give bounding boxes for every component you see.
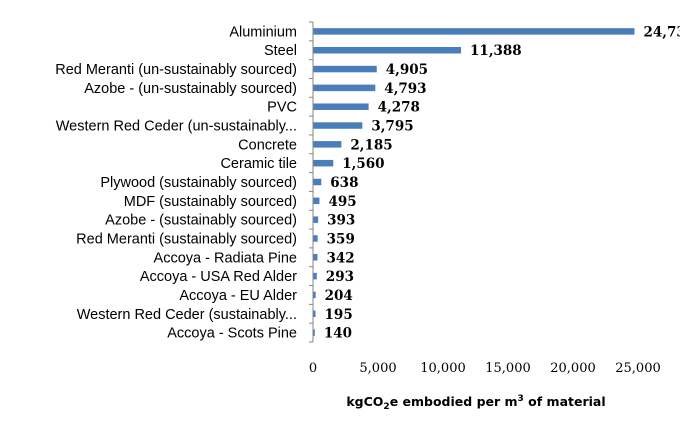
- category-label: MDF (sustainably sourced): [124, 194, 297, 210]
- bar: [313, 46, 462, 54]
- category-label: Accoya - Scots Pine: [167, 326, 297, 342]
- value-label: 359: [327, 231, 355, 247]
- value-label: 204: [325, 288, 353, 304]
- value-label: 1,560: [342, 156, 384, 172]
- value-label: 495: [328, 194, 356, 210]
- category-label: Western Red Ceder (un-sustainably...: [56, 119, 297, 135]
- bar: [313, 310, 316, 318]
- x-tick-label: 20,000: [550, 361, 596, 376]
- x-tick-label: 5,000: [359, 361, 396, 376]
- value-label: 4,278: [378, 100, 420, 116]
- x-axis-title: kgCO2e embodied per m3 of material: [346, 394, 605, 412]
- value-label: 11,388: [470, 43, 522, 59]
- value-label: 4,905: [386, 62, 428, 78]
- category-label: Steel: [264, 43, 297, 59]
- category-labels-group: Aluminium Steel Red Meranti (un-sustainabl…: [55, 24, 297, 341]
- value-label: 24,732: [644, 24, 680, 40]
- category-label: Concrete: [238, 137, 297, 153]
- value-label: 2,185: [350, 137, 392, 153]
- x-tick-label: 15,000: [485, 361, 531, 376]
- bar: [313, 159, 334, 167]
- category-label: Aluminium: [229, 24, 297, 40]
- bar: [313, 178, 322, 186]
- category-label: PVC: [267, 100, 297, 116]
- bar: [313, 329, 315, 336]
- bar: [313, 235, 318, 242]
- x-tick-labels-group: 0 5,000 10,000 15,000 20,000 25,000: [309, 361, 661, 376]
- bar: [313, 84, 376, 92]
- category-label: Western Red Ceder (sustainably...: [77, 307, 297, 323]
- value-label: 3,795: [371, 119, 413, 135]
- bar: [313, 254, 318, 261]
- category-label: Azobe - (sustainably sourced): [105, 213, 297, 229]
- bar: [313, 103, 369, 110]
- value-label: 342: [326, 250, 354, 266]
- bar: [313, 197, 320, 205]
- value-label: 393: [327, 213, 355, 229]
- category-label: Accoya - Radiata Pine: [154, 250, 297, 266]
- bar: [313, 28, 635, 35]
- value-labels-group: 24,732 11,388 4,905 4,793 4,278 3,795 2,185 1,5…: [324, 24, 680, 341]
- category-label: Accoya - USA Red Alder: [140, 269, 297, 285]
- category-label: Red Meranti (un-sustainably sourced): [55, 62, 297, 78]
- x-tick-label: 10,000: [420, 361, 466, 376]
- bar: [313, 122, 363, 129]
- bar: [313, 141, 342, 148]
- x-tick-label: 0: [309, 361, 317, 376]
- bar: [313, 216, 319, 223]
- bar: [313, 272, 317, 280]
- category-label: Accoya - EU Alder: [179, 288, 297, 304]
- value-label: 195: [325, 307, 353, 323]
- bar: [313, 291, 316, 299]
- bars-group: [313, 28, 635, 336]
- category-label: Azobe - (un-sustainably sourced): [84, 81, 297, 97]
- value-label: 4,793: [384, 81, 426, 97]
- category-label: Red Meranti (sustainably sourced): [76, 231, 297, 247]
- value-label: 638: [330, 175, 358, 191]
- y-axis-ticks: [309, 21, 313, 343]
- category-label: Ceramic tile: [220, 156, 297, 172]
- category-label: Plywood (sustainably sourced): [100, 175, 297, 191]
- x-tick-label: 25,000: [615, 361, 661, 376]
- value-label: 140: [324, 326, 352, 342]
- value-label: 293: [326, 269, 354, 285]
- bar: [313, 65, 377, 73]
